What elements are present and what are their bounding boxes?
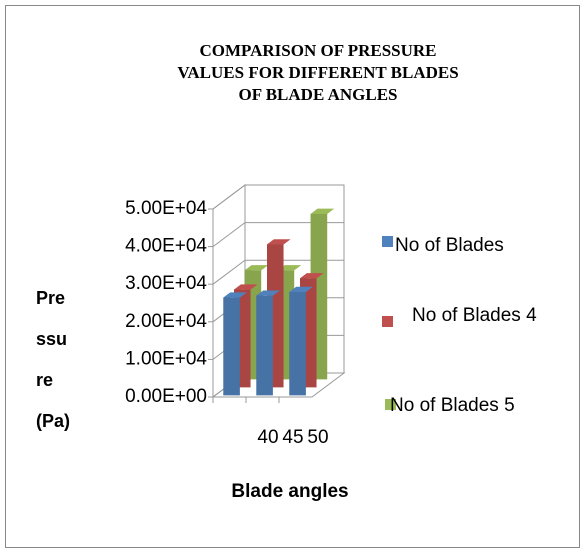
bar-top [289, 286, 313, 292]
bar [256, 290, 280, 396]
bar-top [267, 239, 291, 245]
legend-swatch [382, 236, 393, 247]
bar [223, 292, 247, 396]
y-tick-label: 5.00E+04 [125, 198, 207, 219]
grid-line [212, 184, 344, 210]
x-tick-label: 40 [257, 427, 278, 448]
bar-front [256, 295, 273, 396]
y-axis-label: Pressure(Pa) [36, 288, 70, 431]
legend-swatch [382, 316, 393, 327]
y-tick-label: 4.00E+04 [125, 236, 207, 257]
bar-top [244, 265, 269, 271]
bar [289, 286, 313, 396]
bar-top [234, 284, 258, 290]
legend-swatch [385, 399, 396, 410]
bar-top [277, 265, 302, 271]
bar-top [223, 292, 247, 298]
y-tick-label: 1.00E+04 [125, 348, 207, 369]
legend-label: No of Blades 4 [412, 305, 537, 326]
bar-top [300, 273, 324, 279]
bar-front [289, 292, 306, 396]
bar-top [310, 208, 335, 214]
legend-label: No of Blades [395, 235, 504, 256]
y-tick-label: 2.00E+04 [125, 311, 207, 332]
x-axis-label: Blade angles [231, 481, 349, 502]
legend-label: No of Blades 5 [390, 395, 515, 416]
chart-title: COMPARISON OF PRESSURE VALUES FOR DIFFER… [177, 41, 459, 104]
bar-front [223, 297, 240, 396]
chart-frame [5, 5, 580, 548]
y-tick-label: 0.00E+00 [125, 386, 207, 407]
bar-top [256, 290, 280, 296]
x-tick-label: 50 [307, 427, 328, 448]
y-tick-label: 3.00E+04 [125, 273, 207, 294]
x-tick-label: 45 [282, 427, 303, 448]
